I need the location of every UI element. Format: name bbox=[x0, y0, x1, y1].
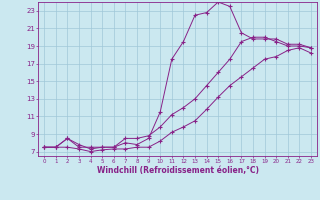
X-axis label: Windchill (Refroidissement éolien,°C): Windchill (Refroidissement éolien,°C) bbox=[97, 166, 259, 175]
